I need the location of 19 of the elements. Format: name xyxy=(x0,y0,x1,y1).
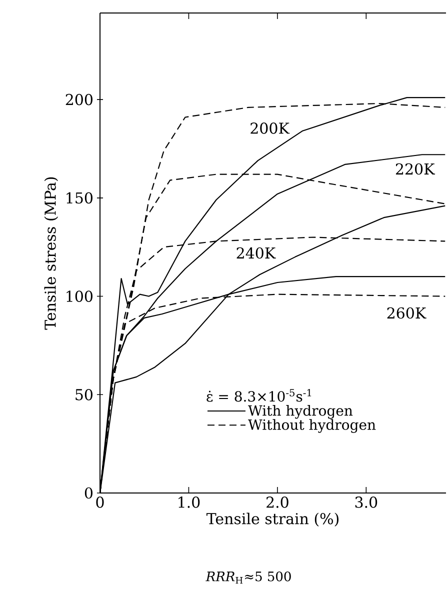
x-tick-label: 2.0 xyxy=(266,496,288,508)
y-tick-label: 150 xyxy=(66,192,92,204)
x-tick-label: 3.0 xyxy=(355,496,378,508)
annotation: 200K xyxy=(250,122,290,134)
annotation: 240K xyxy=(236,247,276,259)
y-tick-label: 0 xyxy=(84,487,92,499)
legend-label: With hydrogen xyxy=(248,404,353,419)
y-tick-label: 200 xyxy=(66,94,92,106)
x-tick-label: 1.0 xyxy=(178,496,200,508)
x-tick-label: 0 xyxy=(96,496,104,508)
legend-label: Without hydrogen xyxy=(248,419,376,433)
x-axis-title: Tensile strain (%) xyxy=(206,512,338,526)
annotation: 220K xyxy=(396,163,436,175)
legend-title: ε̇ = 8.3×10$^{-5}$s$^{-1}$ xyxy=(206,389,312,402)
text: RRR$_{H}$≈5 500 xyxy=(206,572,291,584)
y-tick-label: 50 xyxy=(76,388,92,400)
y-tick-label: 100 xyxy=(66,290,92,302)
y-axis-title: Tensile stress (MPa) xyxy=(44,177,58,330)
annotation: 260K xyxy=(387,307,426,319)
